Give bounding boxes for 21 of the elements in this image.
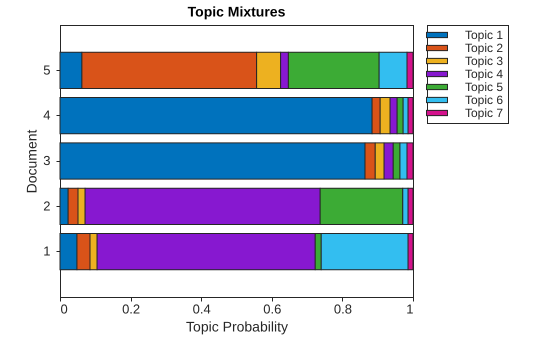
- legend-label: Topic 5: [465, 80, 504, 94]
- y-tick-label: 1: [43, 244, 50, 259]
- y-axis-title: Document: [23, 129, 40, 194]
- x-tick-label: 0: [60, 302, 68, 316]
- legend-label: Topic 7: [465, 106, 504, 120]
- x-tick-label: 0.8: [334, 302, 352, 316]
- x-tick-label: 0.4: [192, 302, 211, 316]
- legend-label: Topic 3: [465, 54, 504, 68]
- x-tick-label: 0.2: [122, 302, 140, 316]
- legend-label: Topic 2: [465, 41, 504, 55]
- x-tick-label: 0.6: [263, 302, 282, 316]
- y-tick-label: 5: [43, 62, 50, 78]
- legend-label: Topic 4: [465, 67, 504, 81]
- legend-label: Topic 6: [465, 93, 504, 107]
- y-tick-label: 2: [43, 198, 50, 214]
- chart-title: Topic Mixtures: [188, 4, 286, 20]
- x-axis-title: Topic Probability: [186, 318, 288, 334]
- legend-label: Topic 1: [465, 28, 504, 42]
- y-tick-label: 4: [43, 108, 50, 123]
- y-tick-label: 3: [43, 153, 50, 168]
- x-tick-label: 1: [406, 302, 414, 316]
